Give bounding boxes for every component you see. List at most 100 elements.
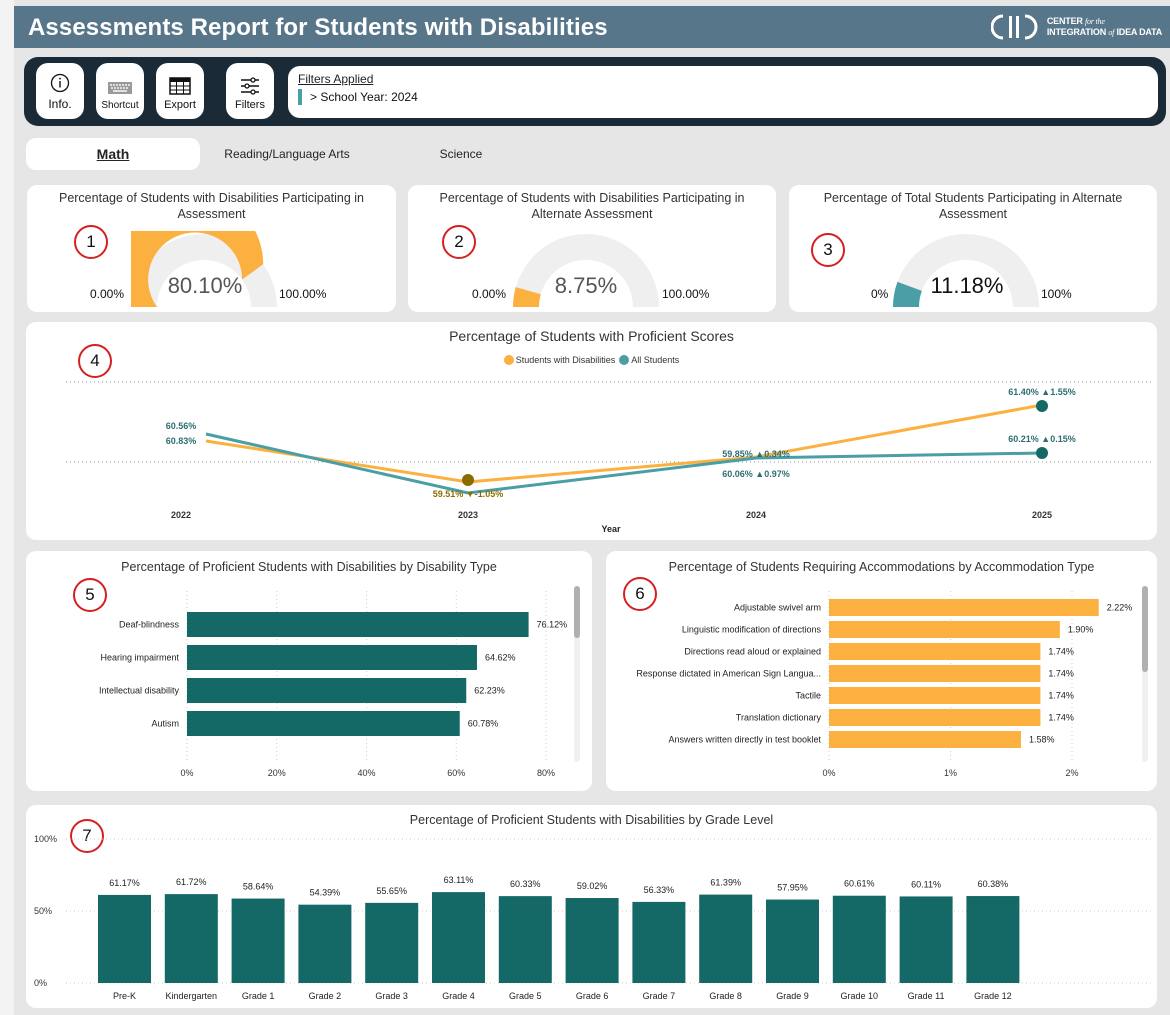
value-label: 2.22%	[1107, 603, 1133, 613]
annotation-badge-6: 6	[623, 577, 657, 611]
filters-button-label: Filters	[235, 99, 265, 111]
category-label: Kindergarten	[166, 991, 218, 1001]
gauge-card-2: Percentage of Students with Disabilities…	[408, 185, 776, 312]
gauge-1-arc	[131, 231, 277, 307]
category-label: Directions read aloud or explained	[684, 647, 821, 657]
value-label: 63.11%	[444, 875, 474, 885]
category-label: Linguistic modification of directions	[682, 625, 822, 635]
disability-type-plot: 0% 20% 40% 60% 80% Deaf-blindness 76.12% Hearin…	[99, 591, 568, 778]
y-tick-label: 50%	[34, 906, 52, 916]
value-label: 76.12%	[537, 620, 568, 630]
value-label: 1.74%	[1048, 713, 1074, 723]
gauge-3-title: Percentage of Total Students Participati…	[823, 191, 1123, 221]
value-label: 1.74%	[1048, 691, 1074, 701]
grade-level-card: Percentage of Proficient Students with D…	[26, 805, 1157, 1008]
export-button-label: Export	[164, 99, 196, 111]
point-2025-swd	[1036, 400, 1048, 412]
gauge-fill	[893, 281, 922, 307]
series-line-all	[205, 432, 1043, 495]
gauge-2-title: Percentage of Students with Disabilities…	[439, 191, 745, 221]
annotation-badge-4: 4	[78, 344, 112, 378]
bar	[832, 895, 886, 983]
legend-item-all[interactable]: All Students	[619, 355, 679, 365]
disability-type-card: Percentage of Proficient Students with D…	[26, 551, 592, 791]
line-chart-legend: Students with Disabilities All Students	[26, 355, 1157, 365]
sliders-icon	[241, 77, 259, 95]
line-chart-card: Percentage of Students with Proficient S…	[26, 322, 1157, 540]
value-label: 59.02%	[577, 881, 608, 891]
bar	[829, 687, 1041, 704]
x-tick-label: 20%	[268, 768, 286, 778]
value-label: 60.38%	[978, 879, 1009, 889]
filters-button[interactable]: Filters	[226, 63, 274, 119]
label-2024-all: 59.85% ▲0.34%	[722, 449, 789, 459]
x-tick-label: 2024	[746, 510, 766, 520]
annotation-badge-2: 2	[442, 225, 476, 259]
gauge-track	[513, 234, 659, 307]
bar	[966, 896, 1020, 983]
subject-tabs: Math Reading/Language Arts Science	[26, 138, 548, 170]
legend-item-swd[interactable]: Students with Disabilities	[503, 355, 615, 365]
category-label: Response dictated in American Sign Langu…	[636, 669, 821, 679]
scrollbar-thumb[interactable]	[574, 586, 580, 638]
gauge-3-value: 11.18%	[930, 273, 1004, 298]
bar	[365, 902, 419, 983]
bar	[98, 894, 151, 983]
category-label: Grade 8	[709, 991, 742, 1001]
legend-dot-teal	[619, 355, 630, 365]
category-label: Translation dictionary	[736, 713, 822, 723]
grade-level-title: Percentage of Proficient Students with D…	[409, 813, 774, 827]
info-button[interactable]: Info.	[36, 63, 84, 119]
series-line-swd	[205, 403, 1043, 484]
value-label: 1.58%	[1029, 735, 1055, 745]
category-label: Hearing impairment	[100, 653, 179, 663]
table-icon	[169, 77, 191, 95]
bar	[829, 709, 1041, 726]
report-header: Assessments Report for Students with Dis…	[14, 6, 1170, 48]
gauge-1-min: 0.00%	[90, 287, 125, 301]
page-title: Assessments Report for Students with Dis…	[28, 14, 608, 41]
category-label: Autism	[151, 719, 179, 729]
category-label: Intellectual disability	[99, 686, 180, 696]
bar	[187, 678, 467, 703]
x-tick-label: 2023	[458, 510, 478, 520]
bar	[829, 731, 1021, 748]
value-label: 58.64%	[243, 882, 274, 892]
category-label: Grade 3	[375, 991, 408, 1001]
label-2024-swd: 60.06% ▲0.97%	[722, 469, 789, 479]
accommodation-plot: 0% 1% 2% Adjustable swivel arm 2.22% Linguist…	[636, 591, 1133, 778]
accommodation-title: Percentage of Students Requiring Accommo…	[668, 560, 1095, 574]
y-tick-label: 0%	[34, 978, 47, 988]
tab-reading-language-arts[interactable]: Reading/Language Arts	[224, 147, 350, 161]
value-label: 60.33%	[510, 879, 541, 889]
gauge-2-max: 100.00%	[662, 287, 710, 301]
category-label: Grade 12	[974, 991, 1012, 1001]
value-label: 62.23%	[474, 686, 505, 696]
gauge-3-max: 100%	[1041, 287, 1072, 301]
label-2025-swd: 61.40% ▲1.55%	[1008, 387, 1075, 397]
scrollbar-thumb[interactable]	[1142, 586, 1148, 672]
value-label: 1.74%	[1048, 647, 1074, 657]
value-label: 1.74%	[1048, 669, 1074, 679]
info-icon	[50, 73, 70, 93]
category-label: Adjustable swivel arm	[734, 603, 821, 613]
tab-science[interactable]: Science	[439, 147, 483, 161]
disability-type-scrollbar[interactable]	[574, 586, 580, 762]
left-edge	[0, 0, 14, 1015]
accommodation-scrollbar[interactable]	[1142, 586, 1148, 762]
annotation-badge-5: 5	[73, 578, 107, 612]
keyboard-icon	[108, 82, 132, 94]
export-button[interactable]: Export	[156, 63, 204, 119]
category-label: Grade 4	[442, 991, 475, 1001]
filters-applied-title[interactable]: Filters Applied	[298, 72, 374, 86]
gauge-1-value: 80.10%	[167, 273, 243, 298]
x-tick-label: 0%	[180, 768, 193, 778]
tab-math[interactable]: Math	[26, 138, 200, 170]
annotation-badge-7: 7	[70, 819, 104, 853]
point-2025-all	[1036, 447, 1048, 459]
gauge-2-value: 8.75%	[554, 273, 618, 298]
bar	[565, 898, 619, 983]
line-chart-title: Percentage of Students with Proficient S…	[449, 328, 734, 344]
category-label: Grade 11	[908, 991, 945, 1001]
shortcut-button[interactable]: Shortcut	[96, 63, 144, 119]
